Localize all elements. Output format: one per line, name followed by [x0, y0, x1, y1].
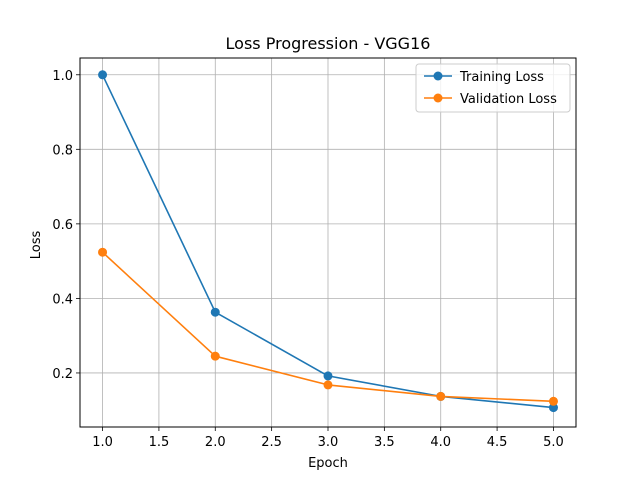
- y-tick-label: 0.2: [52, 367, 73, 382]
- data-point: [548, 396, 558, 406]
- legend-label: Training Loss: [459, 70, 544, 85]
- series-layer: [98, 70, 558, 413]
- x-tick-label: 3.0: [318, 435, 339, 450]
- data-point: [548, 403, 558, 413]
- legend: Training Loss Validation Loss: [415, 63, 571, 113]
- y-tick-label: 0.6: [52, 218, 73, 233]
- data-point: [210, 307, 220, 317]
- data-point: [98, 70, 108, 80]
- x-tick-label: 1.5: [149, 435, 170, 450]
- x-tick-label: 4.5: [487, 435, 508, 450]
- x-tick-label: 5.0: [543, 435, 564, 450]
- x-tick-label: 1.0: [92, 435, 113, 450]
- x-tick-label: 3.5: [374, 435, 395, 450]
- legend-box: [415, 63, 571, 113]
- y-axis-title: Loss: [29, 231, 44, 260]
- y-tick-label: 0.4: [52, 292, 73, 307]
- x-axis-title: Epoch: [308, 456, 348, 471]
- x-tick-label: 2.0: [205, 435, 226, 450]
- data-point: [323, 380, 333, 390]
- series-validation-loss: [98, 247, 558, 406]
- data-point: [323, 371, 333, 381]
- axis-ticks: 1.0 1.5 2.0 2.5 3.0 3.5 4.0 4.5 5.0 0.2 0.4 0.6 0.8 1…: [52, 69, 563, 450]
- legend-marker: [433, 71, 443, 81]
- legend-label: Validation Loss: [460, 92, 557, 107]
- y-tick-label: 0.8: [52, 143, 73, 158]
- chart-title: Loss Progression - VGG16: [226, 34, 431, 53]
- legend-item: Training Loss: [424, 70, 544, 85]
- data-point: [98, 247, 108, 257]
- x-tick-label: 4.0: [430, 435, 451, 450]
- data-point: [436, 391, 446, 401]
- legend-marker: [433, 93, 443, 103]
- data-point: [210, 351, 220, 361]
- y-tick-label: 1.0: [52, 69, 73, 84]
- legend-item: Validation Loss: [424, 92, 557, 107]
- x-tick-label: 2.5: [261, 435, 282, 450]
